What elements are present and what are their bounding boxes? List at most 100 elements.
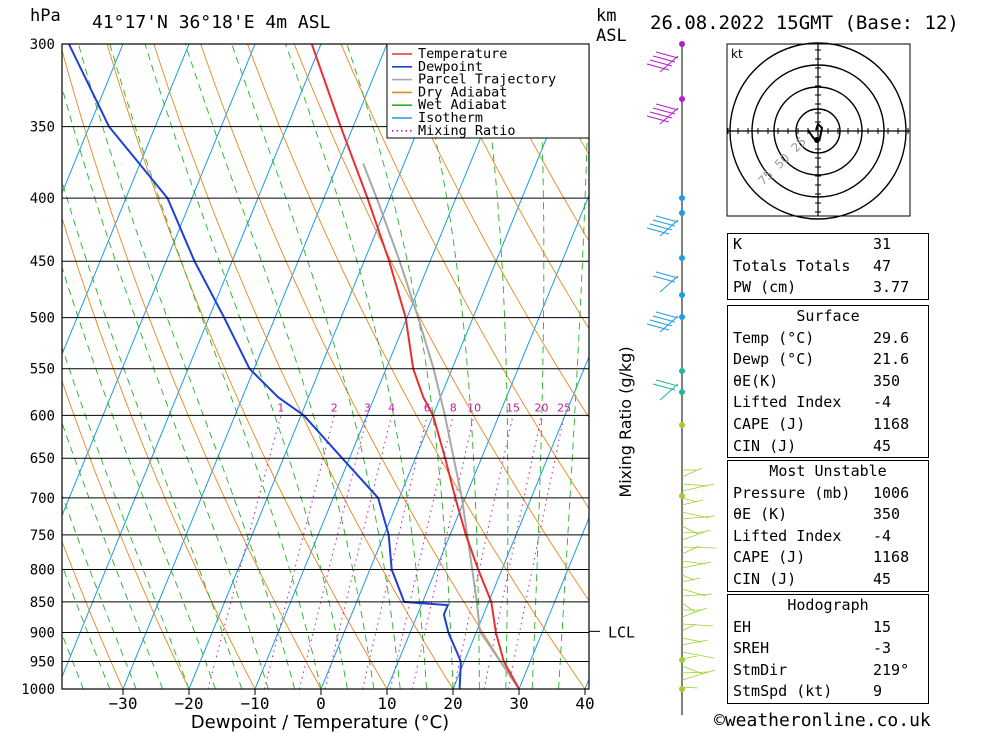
- wind-barb: [646, 63, 670, 71]
- wind-level-marker: [679, 314, 685, 320]
- wind-barb: [681, 483, 715, 492]
- table-row: Dewp (°C) 21.6: [728, 349, 928, 371]
- x-tick-label: 0: [316, 694, 326, 713]
- x-tick-label: −10: [241, 694, 270, 713]
- pressure-tick-label: 800: [30, 562, 55, 578]
- wind-barb: [681, 602, 696, 613]
- wind-level-marker: [679, 96, 685, 102]
- isotherm-line: [518, 516, 589, 689]
- wind-barb: [681, 574, 695, 581]
- table-row: CAPE (J) 1168: [728, 547, 928, 569]
- wind-barb-shaft: [659, 383, 679, 401]
- wind-level-marker: [679, 292, 685, 298]
- hodograph-trace: [807, 122, 824, 143]
- index-label: θE(K): [733, 371, 779, 390]
- pressure-tick-label: 300: [30, 37, 55, 53]
- isotherm-line: [452, 355, 589, 689]
- x-tick-label: −20: [175, 694, 204, 713]
- index-value: 1168: [873, 414, 910, 433]
- wet-adiabat-line: [62, 180, 243, 689]
- lcl-label: LCL: [608, 623, 635, 641]
- index-value: -4: [873, 393, 892, 412]
- wet-adiabat-line: [62, 493, 137, 689]
- wind-barb-shaft: [659, 107, 679, 125]
- table-row: StmDir 219°: [728, 660, 928, 682]
- wind-barb: [681, 655, 698, 660]
- wind-barb: [646, 115, 670, 123]
- wind-barb: [681, 515, 716, 520]
- pressure-tick-label: 750: [30, 528, 55, 544]
- x-tick-label: −30: [109, 694, 138, 713]
- index-label: CAPE (J): [733, 414, 806, 433]
- table-row: EH 15: [728, 617, 928, 639]
- wet-adiabat-line: [531, 44, 545, 689]
- wet-adiabat-line: [62, 345, 190, 689]
- index-value: 45: [873, 436, 892, 455]
- mixing-ratio-label: 2: [331, 401, 338, 414]
- dry-adiabat-line: [996, 44, 1000, 689]
- table-row: CIN (J) 45: [728, 436, 928, 458]
- wind-barb: [681, 529, 711, 541]
- dry-adiabat-line: [62, 540, 124, 689]
- index-label: StmDir: [733, 660, 788, 679]
- most-unstable-table: Most Unstable Pressure (mb) 1006 θE (K) 350 L…: [727, 460, 929, 592]
- index-label: CAPE (J): [733, 548, 806, 567]
- dry-adiabat-line: [949, 44, 1000, 689]
- mixing-ratio-label: 4: [388, 401, 395, 414]
- dry-adiabat-line: [387, 44, 589, 419]
- wind-barb: [681, 607, 708, 618]
- mixing-ratio-label: 6: [424, 401, 431, 414]
- wind-barb: [681, 545, 700, 555]
- x-tick-label: 20: [443, 694, 462, 713]
- index-label: StmSpd (kt): [733, 682, 833, 701]
- index-value: 21.6: [873, 350, 910, 369]
- wind-barb: [652, 315, 676, 323]
- pressure-tick-label: 1000: [21, 682, 55, 698]
- height-unit-label: km: [596, 6, 617, 26]
- wind-barb: [652, 219, 676, 227]
- wind-level-marker: [679, 195, 685, 201]
- mixing-ratio-line: [263, 415, 335, 689]
- wind-barb: [681, 671, 710, 674]
- table-row: Lifted Index -4: [728, 392, 928, 414]
- index-value: 29.6: [873, 328, 910, 347]
- surface-indices-table: Surface Temp (°C) 29.6 Dewp (°C) 21.6 θE(K) 35…: [727, 305, 929, 459]
- mixing-ratio-line: [453, 415, 514, 689]
- wind-barb: [681, 623, 714, 627]
- wind-level-marker: [679, 686, 685, 692]
- isotherm-line: [254, 44, 520, 689]
- wind-level-marker: [679, 255, 685, 261]
- isotherm-line: [62, 44, 322, 679]
- mixing-ratio-line: [298, 415, 368, 689]
- index-value: 31: [873, 235, 892, 253]
- index-value: 45: [873, 569, 892, 588]
- legend-label: Mixing Ratio: [418, 123, 516, 139]
- wind-barb: [681, 669, 716, 681]
- mixing-ratio-label: 10: [467, 401, 481, 414]
- wind-barb-shaft: [659, 219, 679, 237]
- height-ref-label: ASL: [596, 26, 627, 46]
- legend-box: [386, 43, 590, 139]
- wind-barb: [681, 483, 709, 487]
- table-section-title: Most Unstable: [769, 462, 887, 480]
- wet-adiabat-line: [144, 44, 348, 689]
- table-row: Temp (°C) 29.6: [728, 328, 928, 350]
- index-label: θE (K): [733, 505, 788, 524]
- wind-barb: [655, 103, 679, 111]
- wind-barb: [681, 623, 697, 632]
- wind-barb: [652, 107, 676, 115]
- index-label: Dewp (°C): [733, 350, 815, 369]
- wind-level-marker: [679, 493, 685, 499]
- index-label: Totals Totals: [733, 256, 851, 275]
- isotherm-line: [62, 44, 124, 195]
- x-tick-label: 10: [377, 694, 396, 713]
- dry-adiabat-line: [62, 379, 190, 689]
- general-indices-table: K 31 Totals Totals 47 PW (cm) 3.77: [727, 233, 929, 300]
- table-row: θE (K) 350: [728, 504, 928, 526]
- pressure-tick-label: 600: [30, 408, 55, 424]
- wind-barb: [681, 499, 704, 506]
- wind-barb: [655, 51, 679, 59]
- index-label: K: [733, 235, 743, 253]
- wind-barb: [681, 467, 703, 478]
